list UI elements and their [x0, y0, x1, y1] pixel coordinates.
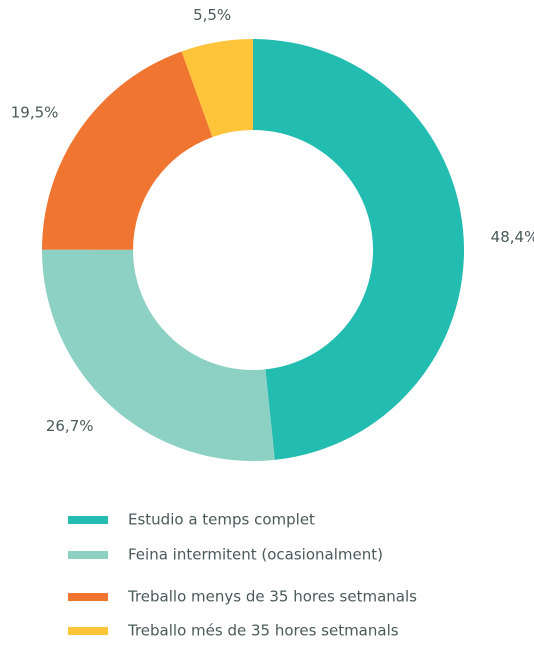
legend-swatch — [68, 593, 108, 601]
data-label: 48,4% — [491, 228, 534, 246]
donut-segment — [181, 39, 253, 138]
legend-swatch — [68, 551, 108, 559]
legend-swatch — [68, 627, 108, 635]
data-label: 26,7% — [46, 417, 94, 435]
donut-segment — [41, 249, 275, 461]
legend-label: Estudio a temps complet — [128, 511, 315, 529]
donut-segment — [253, 39, 465, 460]
donut-segment — [42, 51, 213, 250]
data-label: 5,5% — [193, 6, 231, 24]
legend-swatch — [68, 516, 108, 524]
legend-label: Treballo més de 35 hores setmanals — [127, 622, 399, 640]
legend-label: Feina intermitent (ocasionalment) — [128, 546, 383, 564]
legend-label: Treballo menys de 35 hores setmanals — [127, 588, 417, 606]
data-label: 19,5% — [11, 103, 59, 121]
